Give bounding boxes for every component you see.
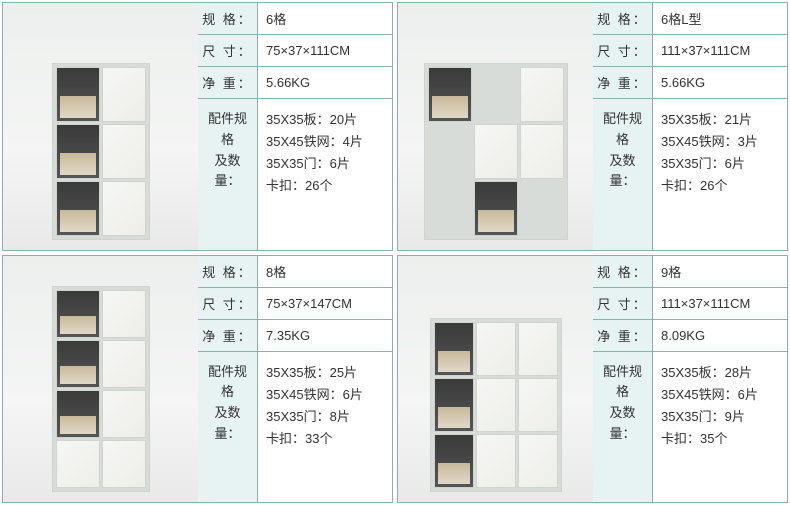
product-spec-grid: 规 格： 6格 尺 寸： 75×37×111CM 净 重： 5.66KG 配件规… (0, 0, 790, 505)
label-parts: 配件规格 及数量： (198, 352, 258, 503)
spec-row-model: 规 格： 8格 (198, 256, 392, 288)
cabinet-illustration (52, 63, 150, 240)
spec-table: 规 格： 9格 尺 寸： 111×37×111CM 净 重： 8.09KG 配件… (593, 256, 787, 503)
label-weight: 净 重： (198, 67, 258, 98)
label-weight: 净 重： (593, 320, 653, 351)
label-weight: 净 重： (593, 67, 653, 98)
value-spec: 6格L型 (653, 3, 787, 34)
spec-row-weight: 净 重： 5.66KG (593, 67, 787, 99)
spec-row-size: 尺 寸： 75×37×111CM (198, 35, 392, 67)
label-size: 尺 寸： (593, 35, 653, 66)
label-size: 尺 寸： (198, 288, 258, 319)
spec-row-parts: 配件规格 及数量： 35X35板：28片 35X45铁网：6片 35X35门：9… (593, 352, 787, 503)
product-photo (3, 256, 198, 503)
spec-row-size: 尺 寸： 111×37×111CM (593, 288, 787, 320)
label-parts: 配件规格 及数量： (593, 99, 653, 250)
value-size: 111×37×111CM (653, 35, 787, 66)
label-parts: 配件规格 及数量： (198, 99, 258, 250)
spec-row-weight: 净 重： 7.35KG (198, 320, 392, 352)
value-weight: 8.09KG (653, 320, 787, 351)
label-size: 尺 寸： (198, 35, 258, 66)
spec-row-size: 尺 寸： 75×37×147CM (198, 288, 392, 320)
value-spec: 6格 (258, 3, 392, 34)
product-photo (3, 3, 198, 250)
label-spec: 规 格： (593, 3, 653, 34)
spec-row-parts: 配件规格 及数量： 35X35板：20片 35X45铁网：4片 35X35门：6… (198, 99, 392, 250)
cabinet-illustration (424, 63, 568, 240)
spec-table: 规 格： 8格 尺 寸： 75×37×147CM 净 重： 7.35KG 配件规… (198, 256, 392, 503)
label-parts: 配件规格 及数量： (593, 352, 653, 503)
value-weight: 5.66KG (258, 67, 392, 98)
spec-row-weight: 净 重： 5.66KG (198, 67, 392, 99)
value-spec: 9格 (653, 256, 787, 287)
product-photo (398, 256, 593, 503)
value-size: 75×37×147CM (258, 288, 392, 319)
value-size: 111×37×111CM (653, 288, 787, 319)
cabinet-illustration (52, 286, 150, 492)
label-spec: 规 格： (593, 256, 653, 287)
product-cell-6ge: 规 格： 6格 尺 寸： 75×37×111CM 净 重： 5.66KG 配件规… (2, 2, 393, 251)
product-photo (398, 3, 593, 250)
product-cell-8ge: 规 格： 8格 尺 寸： 75×37×147CM 净 重： 7.35KG 配件规… (2, 255, 393, 504)
spec-row-model: 规 格： 6格L型 (593, 3, 787, 35)
value-parts: 35X35板：21片 35X45铁网：3片 35X35门：6片 卡扣：26个 (653, 99, 787, 250)
spec-row-model: 规 格： 9格 (593, 256, 787, 288)
value-parts: 35X35板：28片 35X45铁网：6片 35X35门：9片 卡扣：35个 (653, 352, 787, 503)
label-spec: 规 格： (198, 3, 258, 34)
value-weight: 7.35KG (258, 320, 392, 351)
product-cell-6geL: 规 格： 6格L型 尺 寸： 111×37×111CM 净 重： 5.66KG … (397, 2, 788, 251)
spec-row-model: 规 格： 6格 (198, 3, 392, 35)
label-spec: 规 格： (198, 256, 258, 287)
spec-row-weight: 净 重： 8.09KG (593, 320, 787, 352)
cabinet-illustration (430, 318, 562, 492)
spec-table: 规 格： 6格 尺 寸： 75×37×111CM 净 重： 5.66KG 配件规… (198, 3, 392, 250)
product-cell-9ge: 规 格： 9格 尺 寸： 111×37×111CM 净 重： 8.09KG 配件… (397, 255, 788, 504)
label-size: 尺 寸： (593, 288, 653, 319)
spec-row-parts: 配件规格 及数量： 35X35板：21片 35X45铁网：3片 35X35门：6… (593, 99, 787, 250)
spec-row-size: 尺 寸： 111×37×111CM (593, 35, 787, 67)
label-weight: 净 重： (198, 320, 258, 351)
value-weight: 5.66KG (653, 67, 787, 98)
spec-row-parts: 配件规格 及数量： 35X35板：25片 35X45铁网：6片 35X35门：8… (198, 352, 392, 503)
value-parts: 35X35板：20片 35X45铁网：4片 35X35门：6片 卡扣：26个 (258, 99, 392, 250)
value-spec: 8格 (258, 256, 392, 287)
value-parts: 35X35板：25片 35X45铁网：6片 35X35门：8片 卡扣：33个 (258, 352, 392, 503)
value-size: 75×37×111CM (258, 35, 392, 66)
spec-table: 规 格： 6格L型 尺 寸： 111×37×111CM 净 重： 5.66KG … (593, 3, 787, 250)
